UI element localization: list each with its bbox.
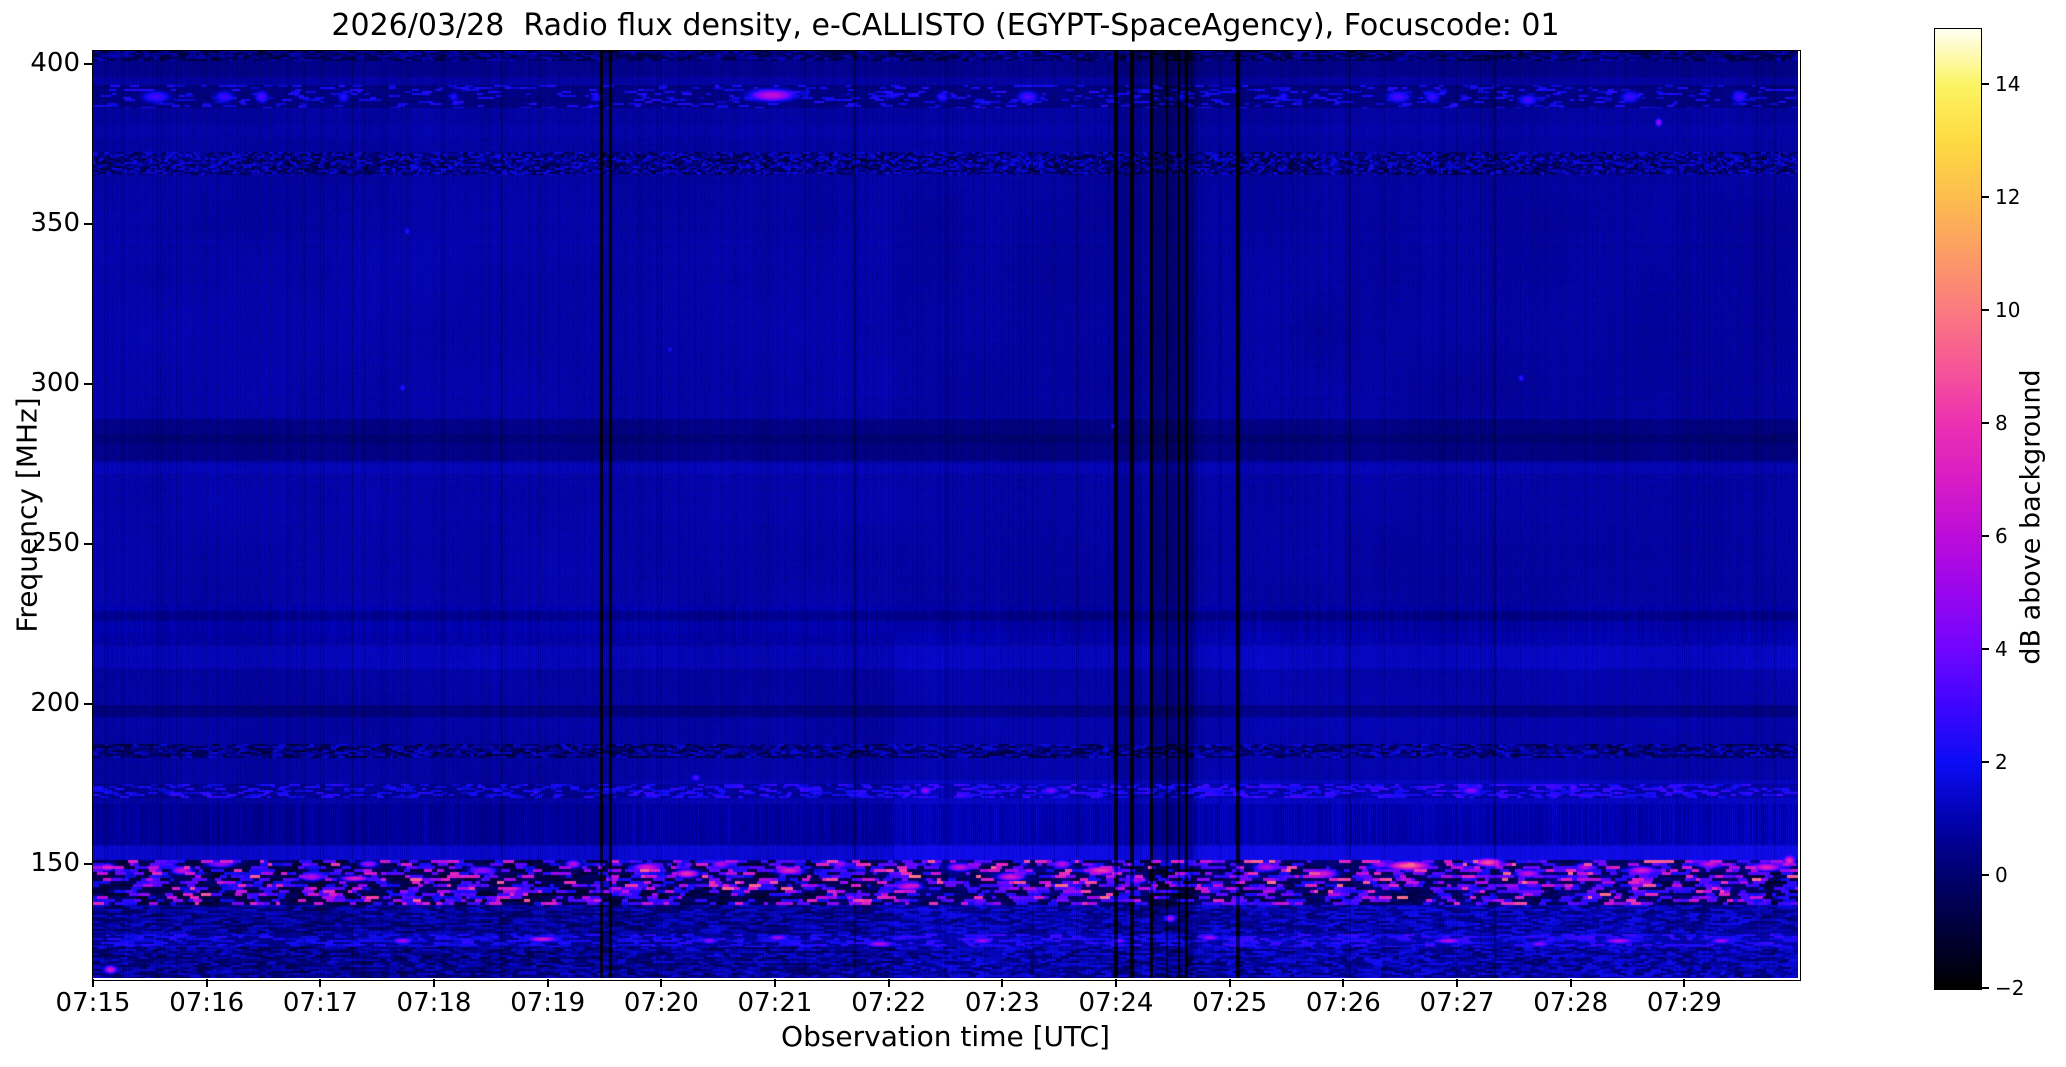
- colorbar-tick-mark: [1982, 422, 1989, 425]
- x-tick-label: 07:18: [396, 988, 472, 1018]
- colorbar-tick-label: 10: [1995, 298, 2021, 323]
- x-tick-mark: [1683, 979, 1686, 987]
- spectrogram-plot: [93, 51, 1798, 978]
- x-tick-label: 07:22: [851, 988, 927, 1018]
- colorbar-tick-label: −2: [1995, 976, 2025, 1000]
- x-tick-mark: [1115, 979, 1117, 987]
- colorbar-label: dB above background: [2015, 369, 2047, 665]
- x-tick-label: 07:20: [623, 988, 699, 1018]
- x-tick-mark: [92, 979, 94, 987]
- y-tick-mark: [84, 862, 92, 865]
- colorbar: [1934, 28, 1982, 990]
- x-tick-mark: [433, 979, 435, 987]
- x-tick-mark: [546, 979, 549, 987]
- y-tick-label: 150: [30, 847, 80, 878]
- colorbar-tick-label: 4: [1995, 637, 2008, 662]
- colorbar-tick-mark: [1982, 196, 1989, 199]
- x-tick-label: 07:25: [1192, 988, 1268, 1018]
- colorbar-tick-label: 14: [1995, 72, 2021, 97]
- x-tick-mark: [774, 979, 776, 987]
- colorbar-tick-mark: [1982, 83, 1989, 86]
- x-tick-mark: [1342, 979, 1345, 987]
- x-tick-label: 07:15: [55, 988, 131, 1018]
- y-axis-label: Frequency [MHz]: [10, 397, 44, 633]
- x-tick-mark: [1569, 979, 1572, 987]
- colorbar-tick-mark: [1982, 874, 1989, 877]
- y-tick-mark: [84, 702, 92, 705]
- x-tick-label: 07:16: [169, 988, 245, 1018]
- y-tick-mark: [84, 383, 92, 386]
- colorbar-tick-label: 6: [1995, 524, 2008, 549]
- y-tick-label: 400: [30, 48, 80, 79]
- x-tick-label: 07:28: [1533, 988, 1609, 1018]
- x-tick-mark: [1228, 979, 1231, 987]
- y-tick-mark: [84, 223, 92, 226]
- x-tick-label: 07:19: [510, 988, 586, 1018]
- spectrogram-canvas: [93, 51, 1798, 978]
- x-tick-mark: [319, 979, 322, 987]
- x-axis-label: Observation time [UTC]: [781, 1020, 1110, 1053]
- colorbar-tick-label: 12: [1995, 185, 2021, 210]
- colorbar-tick-mark: [1982, 309, 1989, 312]
- colorbar-tick-mark: [1982, 535, 1989, 538]
- x-tick-label: 07:21: [737, 988, 813, 1018]
- x-tick-label: 07:27: [1419, 988, 1495, 1018]
- colorbar-tick-label: 2: [1995, 750, 2008, 775]
- x-tick-mark: [887, 979, 890, 987]
- y-tick-label: 250: [30, 527, 80, 558]
- colorbar-canvas: [1935, 29, 1981, 989]
- colorbar-tick-mark: [1982, 761, 1989, 764]
- y-tick-mark: [84, 63, 92, 66]
- y-tick-label: 200: [30, 687, 80, 718]
- x-tick-mark: [1456, 979, 1458, 987]
- colorbar-tick-mark: [1982, 648, 1989, 651]
- x-tick-label: 07:23: [964, 988, 1040, 1018]
- chart-title: 2026/03/28 Radio flux density, e-CALLIST…: [331, 8, 1560, 43]
- x-tick-label: 07:24: [1078, 988, 1154, 1018]
- y-tick-label: 300: [30, 368, 80, 399]
- x-tick-label: 07:29: [1646, 988, 1722, 1018]
- x-tick-mark: [205, 979, 208, 987]
- colorbar-tick-mark: [1982, 987, 1989, 989]
- colorbar-tick-label: 0: [1995, 863, 2008, 888]
- colorbar-tick-label: 8: [1995, 411, 2008, 436]
- x-tick-mark: [1001, 979, 1004, 987]
- x-tick-mark: [660, 979, 663, 987]
- y-tick-mark: [84, 542, 92, 545]
- x-tick-label: 07:17: [282, 988, 358, 1018]
- x-tick-label: 07:26: [1305, 988, 1381, 1018]
- y-tick-label: 350: [30, 208, 80, 239]
